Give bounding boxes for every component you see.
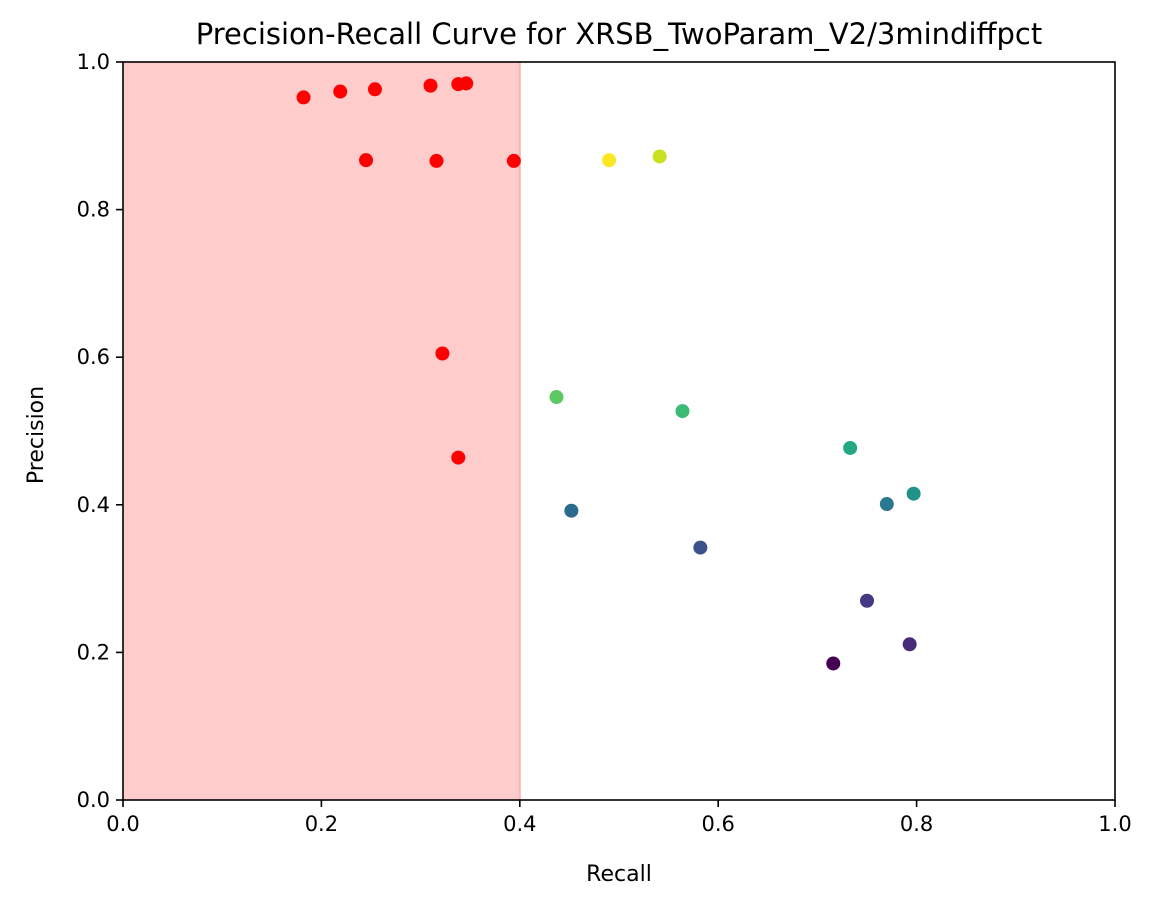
y-axis-label: Precision [24,386,49,484]
scatter-point-11 [602,153,617,168]
scatter-point-14 [675,404,690,419]
scatter-point-13 [549,390,564,405]
x-axis-label: Recall [586,862,652,887]
y-tick-label-4: 0.8 [77,198,110,222]
scatter-point-3 [423,78,438,93]
scatter-point-5 [459,76,474,91]
scatter-point-8 [506,153,521,168]
scatter-point-9 [435,346,450,361]
chart-title: Precision-Recall Curve for XRSB_TwoParam… [196,17,1042,51]
y-tick-label-3: 0.6 [77,345,110,369]
x-tick-label-0: 0.0 [106,812,139,836]
x-tick-label-2: 0.4 [503,812,536,836]
plot-frame [122,61,1116,801]
scatter-point-6 [359,153,374,168]
y-tick-label-5: 1.0 [77,50,110,74]
x-tick-label-3: 0.6 [701,812,734,836]
scatter-point-21 [902,637,917,652]
scatter-point-2 [367,82,382,97]
scatter-point-17 [879,497,894,512]
y-tick-label-0: 0.0 [77,788,110,812]
scatter-points [296,76,921,671]
x-tick-label-4: 0.8 [900,812,933,836]
shaded-region [123,62,520,800]
scatter-point-1 [333,84,348,99]
y-tick-label-2: 0.4 [77,493,110,517]
x-axis-ticks: 0.0 0.2 0.4 0.6 0.8 1.0 [106,800,1132,836]
scatter-point-19 [693,540,708,555]
scatter-point-16 [906,486,921,501]
scatter-point-15 [843,440,858,455]
x-tick-label-1: 0.2 [305,812,338,836]
scatter-point-7 [429,153,444,168]
scatter-point-10 [451,450,466,465]
scatter-point-12 [652,149,667,164]
scatter-point-0 [296,90,311,105]
y-tick-label-1: 0.2 [77,640,110,664]
scatter-point-18 [564,503,579,518]
scatter-point-22 [826,656,841,671]
scatter-point-20 [860,593,874,608]
x-tick-label-5: 1.0 [1098,812,1131,836]
y-axis-ticks: 0.0 0.2 0.4 0.6 0.8 1.0 [77,50,123,812]
